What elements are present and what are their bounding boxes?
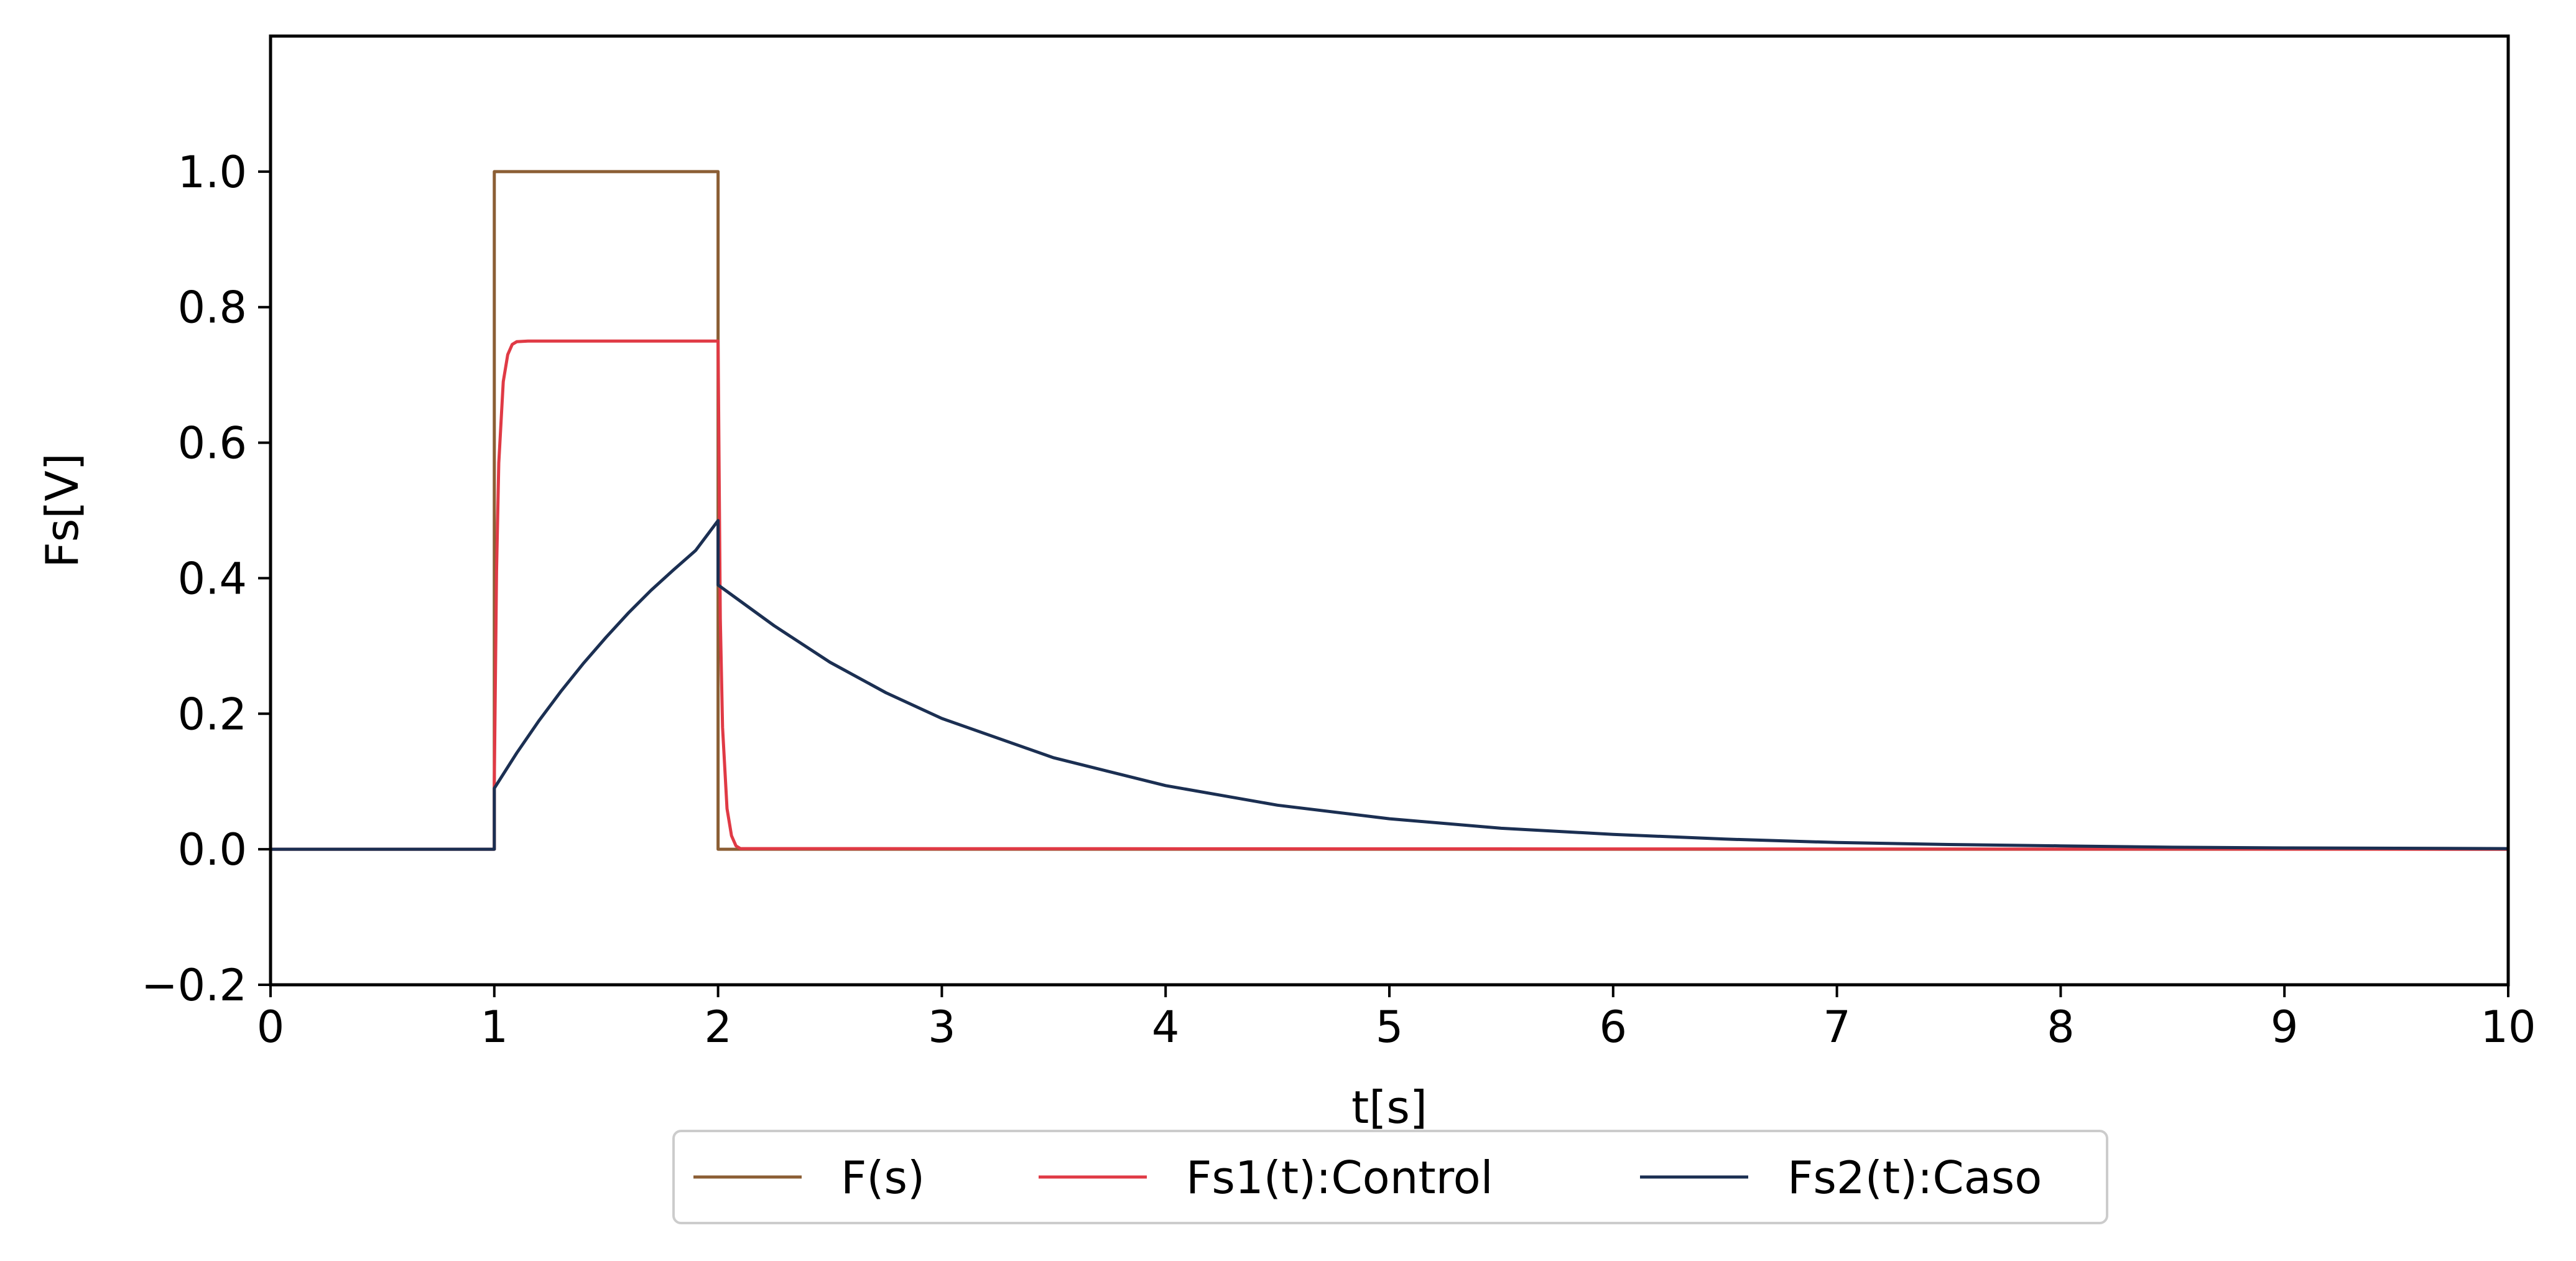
y-tick-label: 1.0: [178, 147, 247, 198]
y-tick-label: 0.2: [178, 689, 247, 740]
y-axis: −0.2 0.0 0.2 0.4 0.6 0.8 1.0: [141, 147, 271, 1011]
x-tick-label: 1: [481, 1002, 509, 1053]
x-axis: 0 1 2 3 4 5 6 7 8 9 10: [257, 985, 2536, 1053]
legend-label: Fs2(t):Caso: [1787, 1152, 2042, 1204]
x-tick-label: 4: [1152, 1002, 1180, 1053]
legend-box: [672, 1130, 2108, 1224]
x-tick-label: 10: [2480, 1002, 2536, 1053]
y-tick-label: 0.8: [178, 282, 247, 333]
legend-label: F(s): [841, 1152, 925, 1204]
series-line-3: [271, 519, 2509, 851]
x-axis-label: t[s]: [1351, 1081, 1427, 1133]
x-tick-label: 9: [2271, 1002, 2299, 1053]
x-tick-label: 5: [1376, 1002, 1404, 1053]
y-tick-label: 0.4: [178, 553, 247, 604]
y-axis-label: Fs[V]: [36, 453, 88, 567]
series-line-2: [271, 339, 2509, 851]
x-tick-label: 0: [257, 1002, 285, 1053]
y-tick-label: −0.2: [141, 960, 247, 1011]
series-layer: [271, 170, 2509, 851]
x-tick-label: 2: [704, 1002, 732, 1053]
y-tick-label: 0.6: [178, 418, 247, 469]
x-tick-label: 3: [928, 1002, 956, 1053]
legend-label: Fs1(t):Control: [1186, 1152, 1493, 1204]
legend: F(s) Fs1(t):Control Fs2(t):Caso: [672, 1130, 2108, 1224]
x-tick-label: 7: [1823, 1002, 1851, 1053]
y-tick-label: 0.0: [178, 824, 247, 875]
x-tick-label: 6: [1600, 1002, 1628, 1053]
x-tick-label: 8: [2047, 1002, 2075, 1053]
